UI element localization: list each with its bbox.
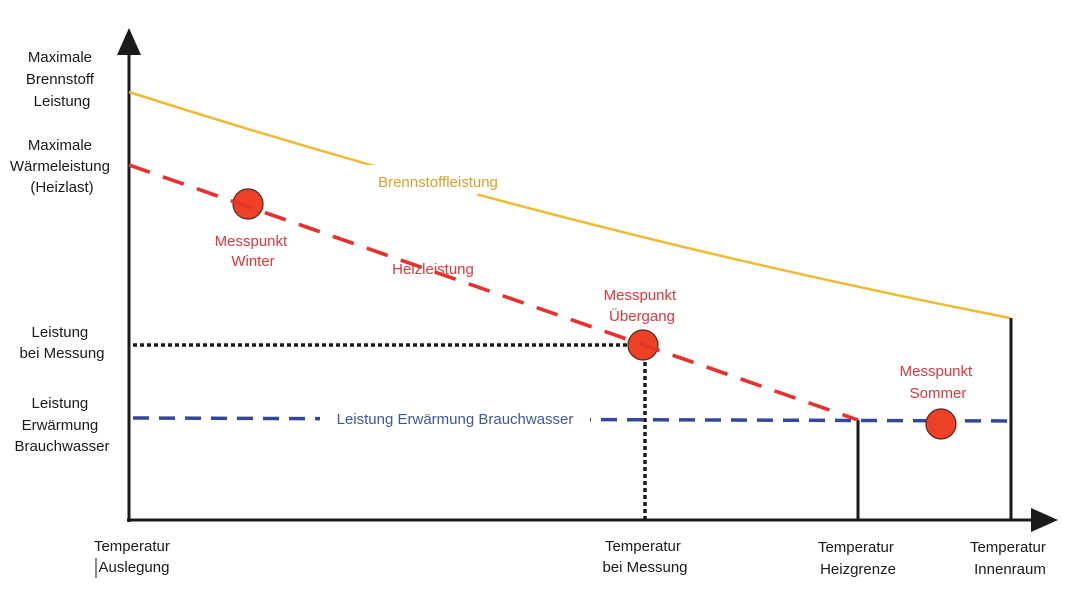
winter-measure-point	[232, 188, 264, 220]
x-label-heating-limit-temp: Temperatur Heizgrenze	[818, 539, 898, 578]
y-label-measured-power: Leistung bei Messung	[19, 324, 104, 362]
x-label-measurement-temp: Temperatur bei Messung	[602, 538, 687, 576]
fuel-power-label: Brennstoffleistung	[378, 174, 498, 191]
summer-measure-point	[925, 408, 957, 440]
winter-point-label: Messpunkt Winter	[215, 233, 292, 270]
hot-water-power-label: Leistung Erwärmung Brauchwasser	[337, 411, 574, 428]
hot-water-power-line	[132, 416, 1011, 423]
fuel-power-curve	[128, 90, 1011, 320]
x-label-design-temp: Temperatur Auslegung	[94, 538, 174, 576]
heating-power-label: Heizleistung	[392, 261, 474, 278]
y-label-max-heat: Maximale Wärmeleistung (Heizlast)	[10, 137, 114, 196]
transition-point-label: Messpunkt Übergang	[604, 287, 681, 325]
y-label-max-fuel: Maximale Brennstoff Leistung	[26, 49, 98, 110]
y-label-hot-water-power: Leistung Erwärmung Brauchwasser	[14, 395, 109, 455]
summer-point-label: Messpunkt Sommer	[900, 363, 977, 402]
x-label-indoor-temp: Temperatur Innenraum	[970, 539, 1050, 578]
